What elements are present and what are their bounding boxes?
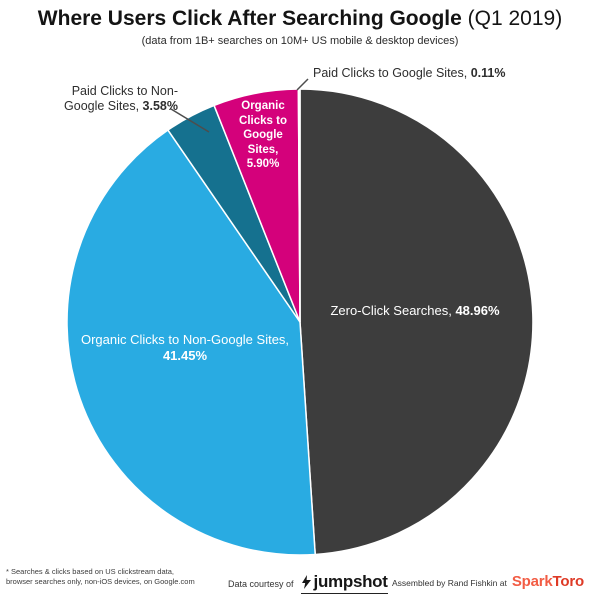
page-subtitle: (data from 1B+ searches on 10M+ US mobil… — [141, 35, 459, 47]
label-zero-click: Zero-Click Searches, 48.96% — [315, 303, 515, 318]
data-courtesy-group: Data courtesy of jumpshot — [228, 572, 388, 594]
label-organic-google-pct: 5.90% — [246, 158, 280, 170]
label-paid-google-pct: 0.11% — [470, 66, 506, 80]
label-paid-google-name: Paid Clicks to Google Sites, — [313, 66, 471, 80]
page-title: Where Users Click After Searching Google… — [0, 7, 600, 31]
label-zero-click-name: Zero-Click Searches, — [330, 303, 456, 318]
label-organic-non-google-name: Organic Clicks to Non-Google Sites, — [80, 332, 290, 347]
leader-line-paid-google — [296, 78, 309, 91]
footnote-line1: * Searches & clicks based on US clickstr… — [6, 567, 174, 576]
assembled-by-text: Assembled by Rand Fishkin at — [392, 578, 507, 588]
jumpshot-logo: jumpshot — [300, 572, 388, 594]
jumpshot-wordmark: jumpshot — [313, 572, 388, 591]
sparktoro-wordmark-toro: Toro — [552, 573, 585, 590]
label-organic-non-google-pct: 41.45% — [162, 348, 208, 363]
pie-slice-organic-clicks-to-non-google-sites — [66, 128, 317, 556]
label-paid-non-google-line1: Paid Clicks to Non- — [71, 84, 178, 98]
jumpshot-logo-icon — [301, 575, 311, 589]
page-title-period: (Q1 2019) — [461, 7, 563, 30]
sparktoro-logo: SparkToro — [512, 573, 584, 590]
page-title-main: Where Users Click After Searching Google — [37, 7, 462, 30]
label-paid-non-google-line2: Google Sites, — [64, 99, 143, 113]
assembled-by-group: Assembled by Rand Fishkin at SparkToro — [392, 573, 584, 590]
data-courtesy-text: Data courtesy of — [228, 579, 294, 589]
label-paid-google: Paid Clicks to Google Sites, 0.11% — [313, 66, 533, 80]
label-organic-non-google: Organic Clicks to Non-Google Sites, 41.4… — [58, 332, 312, 364]
label-paid-non-google: Paid Clicks to Non- Google Sites, 3.58% — [20, 84, 178, 114]
pie-slice-zero-click-searches — [299, 88, 534, 556]
label-zero-click-pct: 48.96% — [455, 303, 500, 318]
sparktoro-wordmark-spark: Spark — [511, 573, 553, 590]
pie-slices-group — [66, 88, 534, 556]
label-organic-google-name: Organic Clicks to Google Sites, — [239, 100, 287, 156]
footnote: * Searches & clicks based on US clickstr… — [6, 567, 195, 587]
leader-line-paid-non-google — [170, 108, 210, 133]
label-organic-google: Organic Clicks to Google Sites, 5.90% — [229, 99, 297, 172]
label-paid-non-google-pct: 3.58% — [142, 99, 178, 113]
footnote-line2: browser searches only, non-iOS devices, … — [6, 577, 195, 586]
